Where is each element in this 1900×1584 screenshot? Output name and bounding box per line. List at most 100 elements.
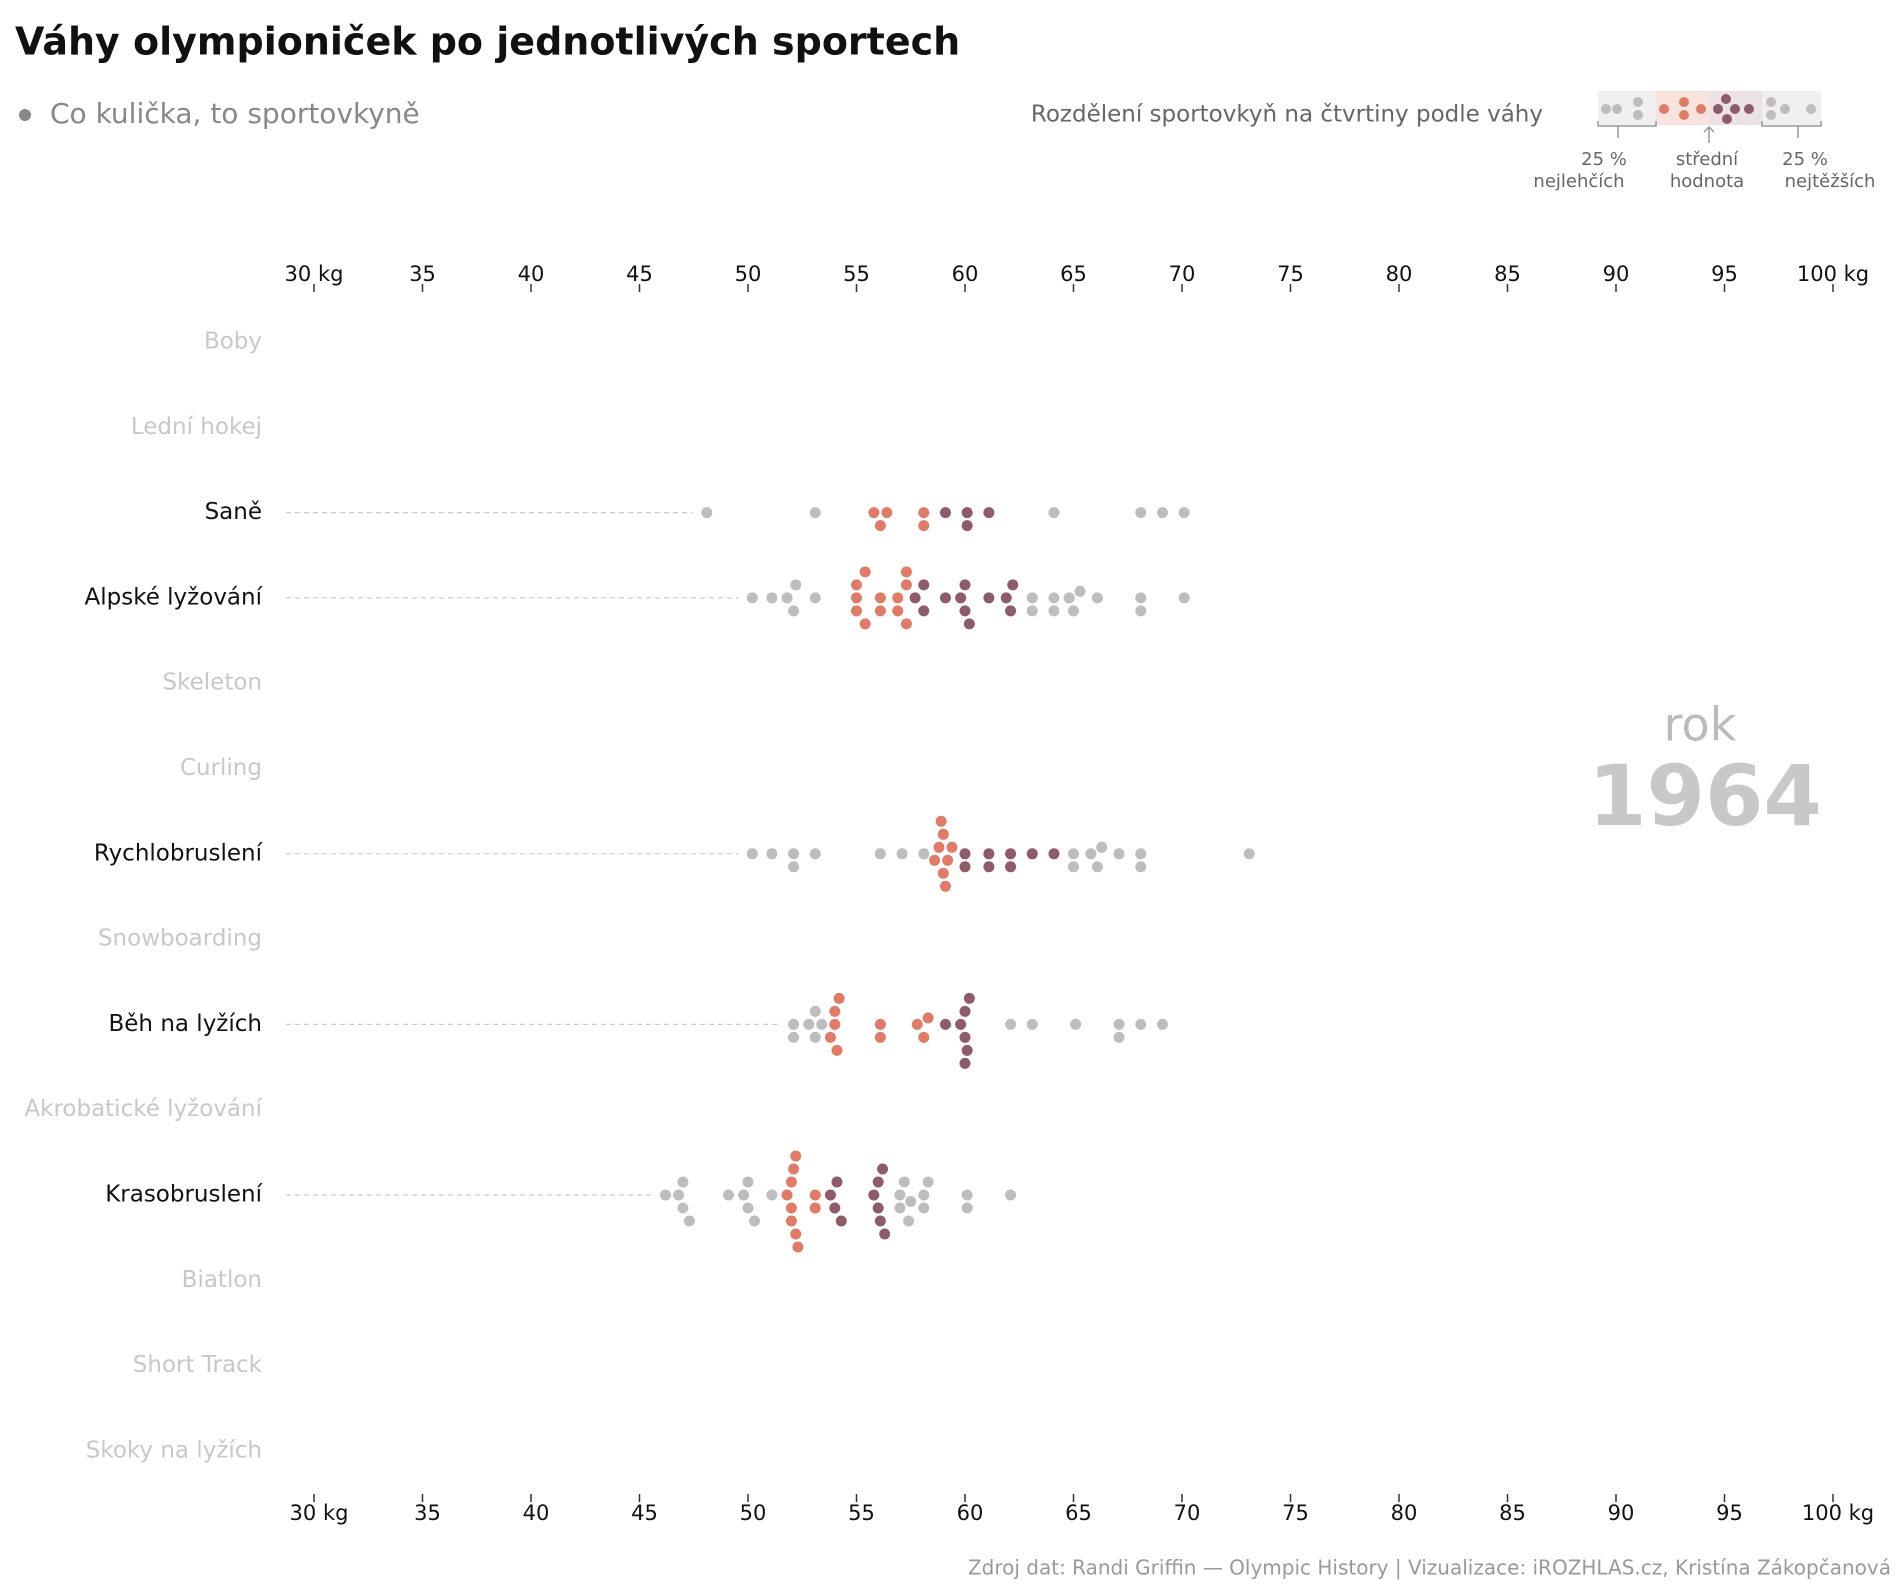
athlete-dot — [677, 1202, 689, 1214]
athlete-dot — [1026, 605, 1038, 617]
athlete-dot — [1005, 605, 1017, 617]
athlete-dot — [1135, 848, 1147, 860]
athlete-dot — [939, 880, 951, 892]
athlete-dot — [983, 848, 995, 860]
athlete-dot — [809, 507, 821, 519]
athlete-dot — [918, 520, 930, 532]
athlete-dot — [673, 1189, 685, 1201]
athlete-dot — [816, 1018, 828, 1030]
athlete-dot — [809, 1031, 821, 1043]
athlete-dot — [1048, 605, 1060, 617]
athlete-dot — [851, 592, 862, 604]
athlete-dot — [1005, 861, 1017, 873]
athlete-dot — [959, 1005, 971, 1017]
athlete-dot — [809, 1202, 821, 1214]
athlete-dot — [809, 848, 821, 860]
athlete-dot — [1005, 1189, 1017, 1201]
athlete-dot — [918, 1189, 930, 1201]
athlete-dot — [1135, 507, 1147, 519]
athlete-dot — [918, 1031, 930, 1043]
athlete-dot — [909, 592, 921, 604]
athlete-dot — [788, 1031, 800, 1043]
athlete-dot — [746, 848, 758, 860]
athlete-dot — [1135, 1018, 1147, 1030]
athlete-dot — [1048, 592, 1060, 604]
quartile-label: nejlehčích — [1533, 171, 1624, 192]
athlete-dot — [911, 1018, 923, 1030]
quartile-title: Rozdělení sportovkyň na čtvrtiny podle v… — [1031, 102, 1543, 128]
athlete-dot — [935, 815, 947, 827]
athlete-dot — [946, 841, 958, 853]
sport-label: Curling — [180, 755, 262, 781]
athlete-dot — [900, 566, 912, 578]
x-tick-label: 35 — [409, 262, 436, 286]
athlete-dot — [790, 579, 802, 591]
x-tick-label: 55 — [843, 262, 870, 286]
athlete-dot — [792, 1241, 804, 1253]
athlete-dot — [955, 1018, 967, 1030]
athlete-dot — [1026, 592, 1038, 604]
athlete-dot — [859, 566, 871, 578]
athlete-dot — [874, 592, 886, 604]
athlete-dot — [881, 507, 893, 519]
athlete-dot — [892, 592, 904, 604]
athlete-dot — [1091, 592, 1103, 604]
x-tick-label: 70 — [1174, 1501, 1201, 1525]
athlete-dot — [1113, 1031, 1125, 1043]
athlete-dot — [872, 1202, 884, 1214]
quartile-legend — [1597, 91, 1822, 143]
athlete-dot — [809, 592, 821, 604]
x-tick-label: 30 kg — [285, 262, 344, 286]
athlete-dot — [749, 1215, 761, 1227]
athlete-dot — [851, 579, 862, 591]
athlete-dot — [677, 1176, 689, 1188]
x-tick-label: 90 — [1603, 262, 1630, 286]
athlete-dot — [1156, 1018, 1168, 1030]
sport-label: Rychlobruslení — [94, 840, 263, 866]
athlete-dot — [918, 1202, 930, 1214]
x-tick-label: 60 — [952, 262, 979, 286]
sport-label: Saně — [205, 499, 262, 525]
x-tick-label: 100 kg — [1797, 262, 1869, 286]
athlete-dot — [683, 1215, 695, 1227]
athlete-dot — [933, 841, 945, 853]
x-tick-label: 95 — [1711, 262, 1738, 286]
athlete-dot — [1074, 585, 1086, 597]
athlete-dot — [1026, 848, 1038, 860]
athlete-dot — [781, 592, 793, 604]
x-tick-label: 40 — [523, 1501, 550, 1525]
year-label: rok — [1664, 698, 1737, 752]
athlete-dot — [1068, 848, 1079, 860]
sport-label: Short Track — [133, 1352, 263, 1378]
athlete-dot — [939, 507, 951, 519]
x-tick-label: 80 — [1391, 1501, 1418, 1525]
athlete-dot — [1113, 848, 1125, 860]
quartile-label: hodnota — [1670, 171, 1744, 192]
athlete-dot — [905, 1196, 917, 1207]
x-tick-label: 65 — [1060, 262, 1087, 286]
sport-label: Alpské lyžování — [85, 584, 263, 610]
athlete-dot — [874, 1031, 886, 1043]
athlete-dot — [1135, 605, 1147, 617]
legend-text: Co kulička, to sportovkyně — [50, 97, 420, 130]
athlete-dot — [1070, 1018, 1082, 1030]
x-tick-label: 45 — [626, 262, 653, 286]
athlete-dot — [1113, 1018, 1125, 1030]
athlete-dot — [701, 507, 713, 519]
athlete-dot — [898, 1176, 910, 1188]
athlete-dot — [874, 848, 886, 860]
athlete-dot — [1096, 841, 1108, 853]
athlete-dot — [959, 1031, 971, 1043]
sport-label: Skoky na lyžích — [86, 1437, 262, 1463]
athlete-dot — [835, 1215, 847, 1227]
athlete-dot — [788, 848, 800, 860]
athlete-dot — [894, 1202, 906, 1214]
athlete-dot — [900, 579, 912, 591]
chart-title: Váhy olympioniček po jednotlivých sporte… — [15, 20, 960, 64]
athlete-dot — [1005, 1018, 1017, 1030]
athlete-dot — [788, 605, 800, 617]
athlete-dot — [738, 1189, 750, 1201]
athlete-dot — [894, 1189, 906, 1201]
athlete-dot — [939, 1018, 951, 1030]
